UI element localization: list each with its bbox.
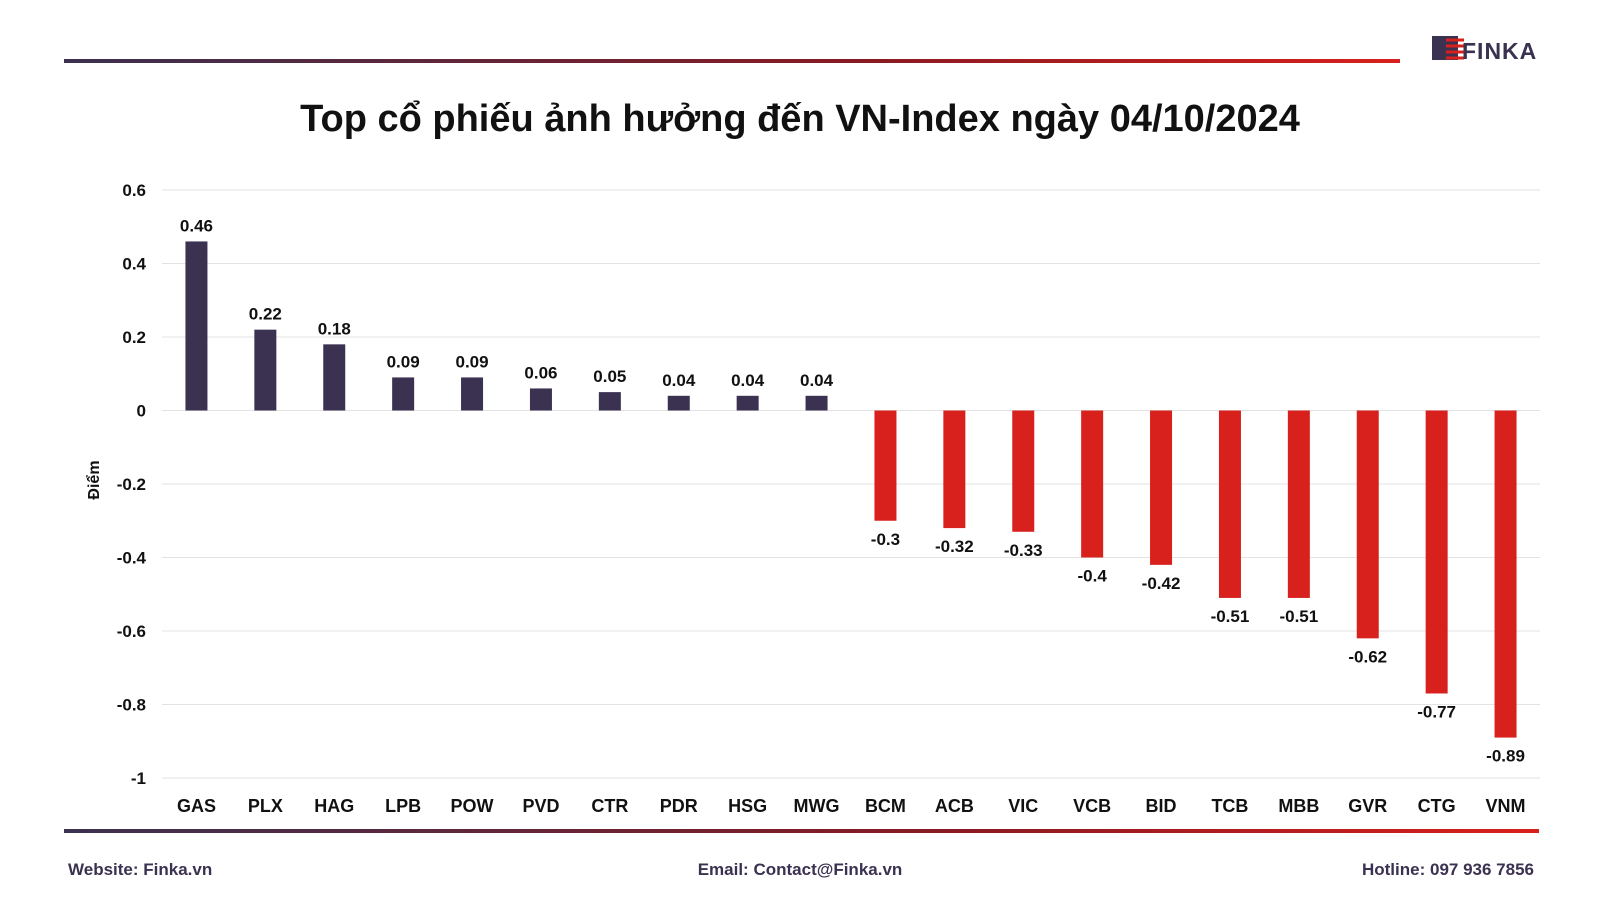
brand-logo-text: FINKA: [1462, 38, 1538, 64]
data-label: -0.32: [935, 537, 974, 556]
footer-rule: [64, 829, 1539, 833]
x-tick-label: HSG: [728, 796, 767, 816]
data-label: -0.77: [1417, 702, 1456, 721]
bar: [461, 377, 484, 411]
bar: [943, 410, 966, 529]
x-tick-label: LPB: [385, 796, 421, 816]
y-axis-label: Điểm: [85, 460, 103, 499]
x-tick-label: VIC: [1008, 796, 1038, 816]
y-tick-label: -0.6: [117, 622, 146, 641]
x-tick-label: PVD: [522, 796, 559, 816]
footer-website: Website: Finka.vn: [68, 860, 212, 880]
bar: [1425, 410, 1448, 694]
y-tick-label: -0.4: [117, 549, 147, 568]
y-tick-label: -0.8: [117, 696, 146, 715]
bar: [874, 410, 897, 521]
x-tick-label: CTG: [1418, 796, 1456, 816]
data-label: -0.3: [871, 530, 900, 549]
bar: [185, 241, 208, 411]
x-tick-label: GVR: [1348, 796, 1387, 816]
data-label: 0.04: [731, 371, 765, 390]
bar: [1012, 410, 1035, 532]
data-label: -0.62: [1348, 647, 1387, 666]
email-link[interactable]: Contact@Finka.vn: [753, 860, 903, 879]
data-label: 0.09: [387, 352, 420, 371]
bar: [1356, 410, 1379, 639]
x-tick-label: VNM: [1486, 796, 1526, 816]
x-tick-label: HAG: [314, 796, 354, 816]
y-tick-label: -1: [131, 769, 146, 788]
x-tick-label: PDR: [660, 796, 698, 816]
data-label: 0.04: [662, 371, 696, 390]
bar: [529, 388, 552, 411]
bar: [736, 395, 759, 411]
x-tick-label: TCB: [1211, 796, 1248, 816]
hotline-label: Hotline:: [1361, 860, 1426, 879]
x-tick-label: CTR: [591, 796, 628, 816]
x-tick-label: MWG: [794, 796, 840, 816]
x-tick-label: VCB: [1073, 796, 1111, 816]
data-label: 0.22: [249, 305, 282, 324]
data-label: -0.42: [1142, 574, 1181, 593]
bar: [667, 395, 690, 411]
bar: [323, 344, 346, 411]
x-tick-label: POW: [451, 796, 494, 816]
x-tick-label: BCM: [865, 796, 906, 816]
data-label: -0.51: [1211, 607, 1250, 626]
y-tick-label: 0.2: [122, 328, 146, 347]
x-tick-label: GAS: [177, 796, 216, 816]
hotline-number[interactable]: 097 936 7856: [1430, 860, 1534, 879]
x-tick-label: ACB: [935, 796, 974, 816]
website-label: Website:: [68, 860, 139, 879]
data-label: -0.33: [1004, 541, 1043, 560]
bar: [598, 392, 621, 411]
y-tick-label: 0.6: [122, 181, 146, 200]
header-rule: [64, 59, 1400, 63]
data-label: -0.51: [1279, 607, 1318, 626]
x-tick-label: PLX: [248, 796, 283, 816]
data-label: -0.89: [1486, 747, 1525, 766]
x-tick-label: BID: [1146, 796, 1177, 816]
data-label: 0.09: [456, 352, 489, 371]
bar: [1218, 410, 1241, 598]
bar: [805, 395, 828, 411]
website-link[interactable]: Finka.vn: [143, 860, 213, 879]
bar: [1150, 410, 1173, 565]
data-label: 0.06: [524, 363, 557, 382]
y-tick-label: 0: [137, 402, 146, 421]
data-label: 0.46: [180, 216, 213, 235]
data-label: -0.4: [1078, 567, 1108, 586]
data-label: 0.04: [800, 371, 834, 390]
chart-title: Top cổ phiếu ảnh hưởng đến VN-Index ngày…: [300, 98, 1300, 140]
bar: [254, 329, 277, 411]
finka-logo-icon: [1432, 36, 1464, 60]
bar: [1287, 410, 1310, 598]
data-label: 0.05: [593, 367, 626, 386]
footer-email: Email: Contact@Finka.vn: [0, 860, 1600, 880]
x-tick-label: MBB: [1278, 796, 1319, 816]
y-tick-label: 0.4: [122, 255, 146, 274]
bar: [1494, 410, 1517, 738]
y-tick-label: -0.2: [117, 475, 146, 494]
data-label: 0.18: [318, 319, 351, 338]
bar: [1081, 410, 1104, 558]
bar: [392, 377, 415, 411]
footer-hotline: Hotline: 097 936 7856: [1362, 860, 1534, 880]
email-label: Email:: [697, 860, 749, 879]
